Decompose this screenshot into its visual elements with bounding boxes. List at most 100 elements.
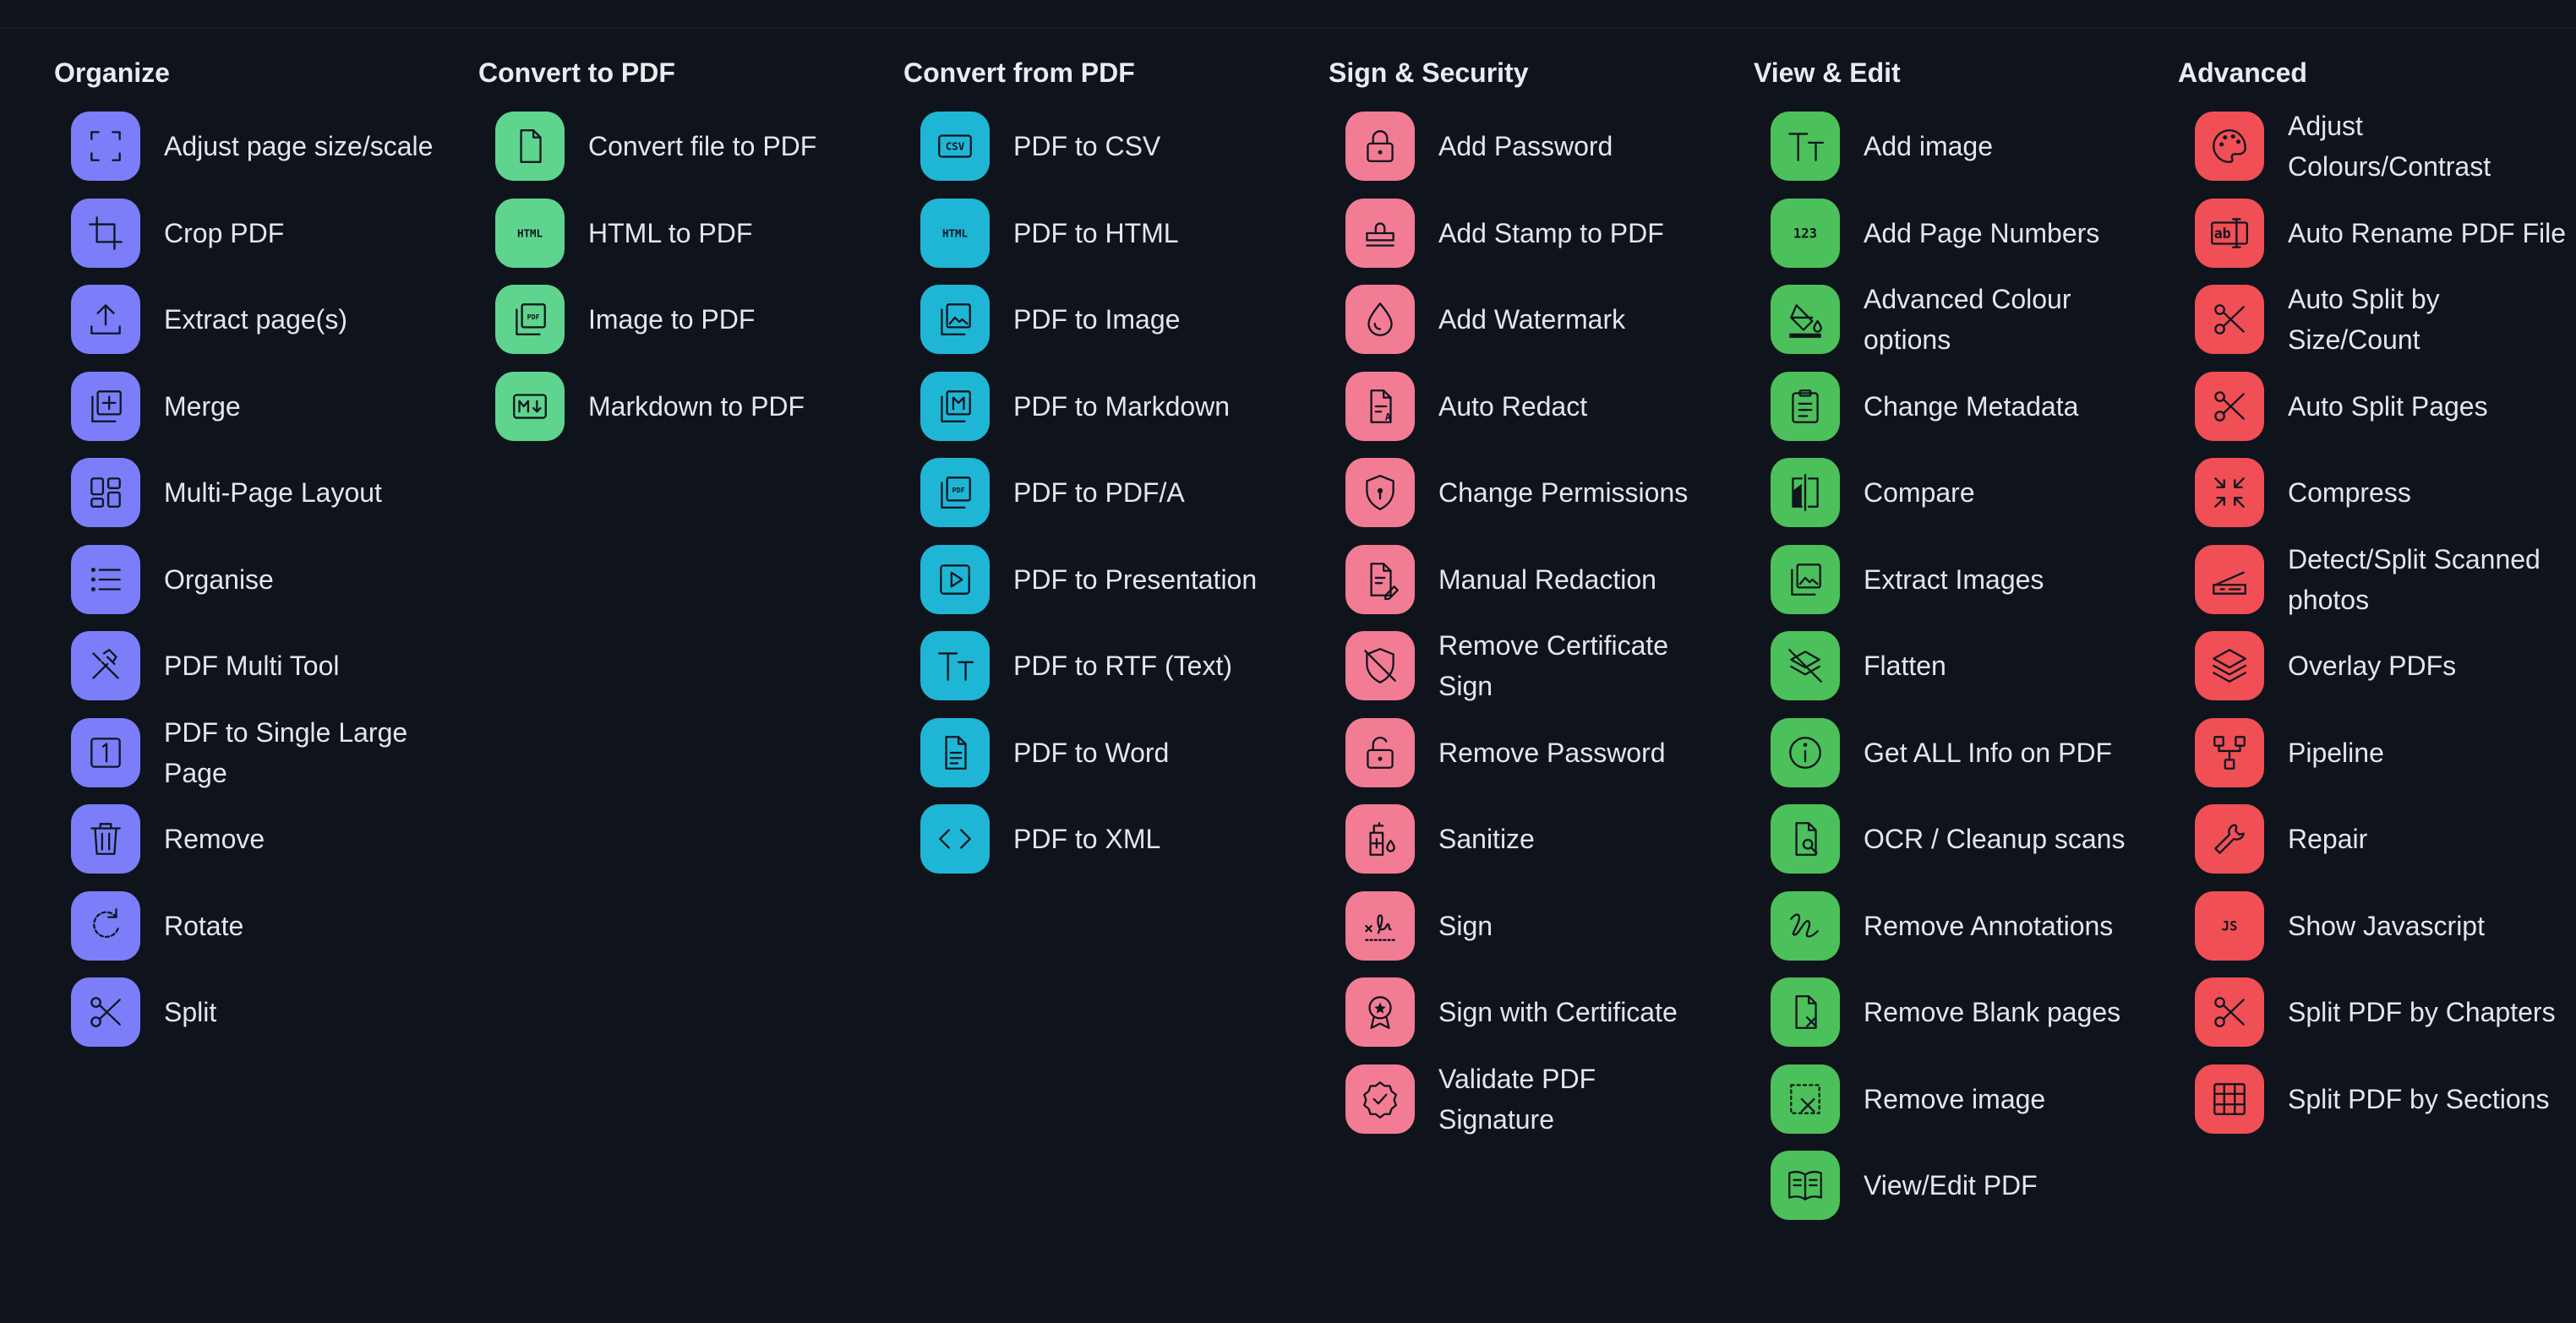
tool-item[interactable]: Convert file to PDF <box>478 103 876 190</box>
tool-label: Pipeline <box>2288 737 2384 768</box>
tool-item[interactable]: PDF to Image <box>903 276 1301 363</box>
tool-item[interactable]: Merge <box>54 363 451 450</box>
gesture-icon <box>1771 890 1840 961</box>
tool-item[interactable]: 123 Add Page Numbers <box>1754 190 2151 277</box>
description-icon <box>920 717 990 787</box>
badge-icon <box>1345 977 1415 1048</box>
tool-label: Merge <box>164 390 241 422</box>
column-advanced: Advanced Adjust Colours/Contrast ab Auto Re… <box>2178 56 2575 1142</box>
tool-item[interactable]: PDF to Markdown <box>903 363 1301 450</box>
tool-label: Detect/Split Scanned photos <box>2288 543 2541 615</box>
tool-item[interactable]: Markdown to PDF <box>478 363 876 450</box>
tool-item[interactable]: OCR / Cleanup scans <box>1754 796 2151 883</box>
tool-item[interactable]: Rotate <box>54 883 451 970</box>
tool-item[interactable]: Repair <box>2178 796 2575 883</box>
code-icon <box>920 804 990 874</box>
tool-item[interactable]: Organise <box>54 536 451 623</box>
tool-item[interactable]: Overlay PDFs <box>2178 623 2575 710</box>
column-sign-security: Sign & Security Add Password Add Stamp to … <box>1329 56 1726 1142</box>
tool-item[interactable]: Advanced Colour options <box>1754 276 2151 363</box>
verified-icon <box>1345 1064 1415 1134</box>
column-title: Advanced <box>2178 57 2307 88</box>
tool-item[interactable]: JS Show Javascript <box>2178 883 2575 970</box>
tool-item[interactable]: Adjust page size/scale <box>54 103 451 190</box>
resize-icon <box>71 112 140 182</box>
tool-label: Crop PDF <box>164 217 285 248</box>
svg-text:ab: ab <box>2214 226 2231 242</box>
tool-item[interactable]: Flatten <box>1754 623 2151 710</box>
tool-item[interactable]: Validate PDF Signature <box>1329 1056 1726 1143</box>
tool-item[interactable]: Add image <box>1754 103 2151 190</box>
tool-label: Show Javascript <box>2288 910 2485 941</box>
tool-item[interactable]: Get ALL Info on PDF <box>1754 710 2151 797</box>
content-cut-icon <box>2195 285 2264 355</box>
tool-item[interactable]: PDF PDF to PDF/A <box>903 449 1301 536</box>
stamp-icon <box>1345 198 1415 268</box>
tool-item[interactable]: Compress <box>2178 449 2575 536</box>
tool-item[interactable]: Split PDF by Sections <box>2178 1056 2575 1143</box>
tool-label: PDF to Single Large Page <box>164 716 408 788</box>
palette-icon <box>2195 112 2264 182</box>
tool-item[interactable]: Remove image <box>1754 1056 2151 1143</box>
tool-item[interactable]: Add Watermark <box>1329 276 1726 363</box>
text-fields-icon <box>920 631 990 701</box>
tool-label: Auto Rename PDF File <box>2288 217 2567 248</box>
column-convert-from-pdf: Convert from PDF CSV PDF to CSV HTML PDF to … <box>903 56 1301 883</box>
tool-item[interactable]: PDF to RTF (Text) <box>903 623 1301 710</box>
tool-label: Manual Redaction <box>1438 564 1656 595</box>
tool-label: Multi-Page Layout <box>164 477 382 509</box>
tool-item[interactable]: Pipeline <box>2178 710 2575 797</box>
tool-item[interactable]: CSV PDF to CSV <box>903 103 1301 190</box>
text-fields-icon <box>1771 112 1840 182</box>
tool-item[interactable]: PDF to XML <box>903 796 1301 883</box>
tool-item[interactable]: PDF to Presentation <box>903 536 1301 623</box>
tool-label: PDF to RTF (Text) <box>1013 651 1232 682</box>
tool-label: Sanitize <box>1438 824 1535 855</box>
tool-item[interactable]: A Auto Redact <box>1329 363 1726 450</box>
tool-item[interactable]: Extract Images <box>1754 536 2151 623</box>
tool-item[interactable]: Detect/Split Scanned photos <box>2178 536 2575 623</box>
tool-item[interactable]: PDF to Word <box>903 710 1301 797</box>
tool-label: Adjust page size/scale <box>164 131 434 162</box>
tool-item[interactable]: Sign <box>1329 883 1726 970</box>
tool-item[interactable]: Remove Blank pages <box>1754 969 2151 1056</box>
tool-item[interactable]: Manual Redaction <box>1329 536 1726 623</box>
tool-label: Auto Split Pages <box>2288 390 2488 422</box>
tool-item[interactable]: Multi-Page Layout <box>54 449 451 536</box>
tool-item[interactable]: Sign with Certificate <box>1329 969 1726 1056</box>
tool-item[interactable]: Extract page(s) <box>54 276 451 363</box>
tool-item[interactable]: Split PDF by Chapters <box>2178 969 2575 1056</box>
tool-item[interactable]: Remove Password <box>1329 710 1726 797</box>
trash-icon <box>71 804 140 874</box>
tool-item[interactable]: HTML HTML to PDF <box>478 190 876 277</box>
tool-item[interactable]: Remove Certificate Sign <box>1329 623 1726 710</box>
tool-item[interactable]: Auto Split Pages <box>2178 363 2575 450</box>
javascript-icon: JS <box>2195 890 2264 961</box>
tool-label: Auto Split by Size/Count <box>2288 284 2440 356</box>
tool-item[interactable]: HTML PDF to HTML <box>903 190 1301 277</box>
tool-item[interactable]: Change Permissions <box>1329 449 1726 536</box>
tools-icon <box>71 631 140 701</box>
tool-item[interactable]: Remove <box>54 796 451 883</box>
tool-label: Remove Certificate Sign <box>1438 630 1669 702</box>
tool-item[interactable]: Change Metadata <box>1754 363 2151 450</box>
tool-item[interactable]: Sanitize <box>1329 796 1726 883</box>
tool-item[interactable]: Adjust Colours/Contrast <box>2178 103 2575 190</box>
tool-label: Image to PDF <box>588 304 756 335</box>
tool-label: Overlay PDFs <box>2288 651 2457 682</box>
tool-item[interactable]: PDF Multi Tool <box>54 623 451 710</box>
tool-item[interactable]: Remove Annotations <box>1754 883 2151 970</box>
water-drop-icon <box>1345 285 1415 355</box>
tool-item[interactable]: ab Auto Rename PDF File <box>2178 190 2575 277</box>
tool-item[interactable]: PDF to Single Large Page <box>54 710 451 797</box>
tool-item[interactable]: Auto Split by Size/Count <box>2178 276 2575 363</box>
tool-item[interactable]: PDF Image to PDF <box>478 276 876 363</box>
tool-item[interactable]: Compare <box>1754 449 2151 536</box>
lock-open-icon <box>1345 717 1415 787</box>
tool-item[interactable]: Add Password <box>1329 103 1726 190</box>
tool-label: Add image <box>1864 131 1993 162</box>
tool-item[interactable]: Add Stamp to PDF <box>1329 190 1726 277</box>
tool-item[interactable]: Crop PDF <box>54 190 451 277</box>
tool-item[interactable]: View/Edit PDF <box>1754 1142 2151 1229</box>
tool-item[interactable]: Split <box>54 969 451 1056</box>
